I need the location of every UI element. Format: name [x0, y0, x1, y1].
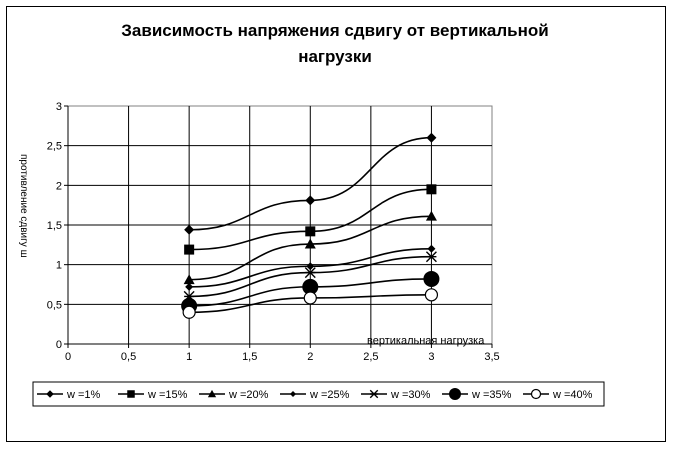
data-point-open-circle: [530, 388, 542, 400]
y-tick-label: 1,5: [47, 220, 62, 232]
data-point-diamond: [184, 224, 195, 235]
x-tick-label: 0,5: [121, 351, 136, 363]
data-point-square: [127, 390, 135, 398]
x-tick-label: 1,5: [242, 351, 257, 363]
legend-label: w =30%: [390, 389, 431, 401]
y-tick-label: 1: [56, 260, 62, 272]
data-point-triangle: [425, 210, 437, 221]
data-point-triangle: [304, 238, 316, 249]
legend-item: w =25%: [280, 389, 350, 401]
y-tick-label: 2: [56, 180, 62, 192]
x-tick-label: 1: [186, 351, 192, 363]
legend-label: w =20%: [228, 389, 269, 401]
legend-item: w =15%: [118, 389, 188, 401]
data-point-open-circle: [424, 288, 439, 302]
data-point-triangle: [207, 389, 217, 398]
x-tick-label: 3,5: [484, 351, 499, 363]
data-point-asterisk: [425, 251, 437, 263]
legend-label: w =1%: [66, 389, 101, 401]
data-point-square: [305, 226, 316, 237]
data-point-open-circle: [303, 291, 317, 305]
chart-title: Зависимость напряжения сдвигу от вертика…: [40, 18, 630, 70]
x-axis-label: вертикальная нагрузка: [367, 335, 485, 347]
data-point-open-circle: [182, 305, 196, 319]
data-point-diamond: [46, 390, 54, 398]
y-tick-label: 2,5: [47, 141, 62, 153]
data-point-small-diamond: [306, 262, 315, 271]
legend-label: w =40%: [552, 389, 593, 401]
x-tick-label: 2,5: [363, 351, 378, 363]
data-point-asterisk: [304, 267, 316, 279]
legend-item: w =30%: [361, 389, 431, 401]
data-point-circle: [449, 388, 461, 400]
legend-item: w =40%: [523, 388, 593, 401]
y-tick-labels: 0 0,5 1 1,5 2 2,5 3: [47, 101, 62, 351]
x-tick-label: 0: [65, 351, 71, 363]
y-tick-label: 0: [56, 339, 62, 351]
x-tick-labels: 0 0,5 1 1,5 2 2,5 3 3,5: [65, 351, 500, 363]
data-point-circle: [423, 270, 440, 287]
legend-item: w =35%: [442, 388, 512, 401]
chart-title-line: Зависимость напряжения сдвигу от вертика…: [121, 21, 549, 40]
gridlines: [64, 105, 493, 348]
y-tick-label: 3: [56, 101, 62, 113]
legend-label: w =15%: [147, 389, 188, 401]
data-point-small-diamond: [290, 391, 296, 397]
data-point-small-diamond: [185, 282, 194, 291]
data-point-asterisk: [369, 389, 379, 399]
chart-title-line: нагрузки: [298, 47, 372, 66]
x-tick-label: 3: [428, 351, 434, 363]
data-point-square: [184, 244, 195, 255]
data-point-triangle: [183, 274, 195, 285]
data-point-diamond: [426, 132, 437, 143]
legend-item: w =1%: [37, 389, 101, 401]
x-tick-label: 2: [307, 351, 313, 363]
legend-item: w =20%: [199, 389, 269, 401]
series-markers: [181, 132, 440, 319]
data-point-circle: [302, 278, 319, 295]
legend-label: w =35%: [471, 389, 512, 401]
legend-label: w =25%: [309, 389, 350, 401]
y-tick-label: 0,5: [47, 299, 62, 311]
y-axis-label: противление сдвигу ш: [18, 154, 29, 258]
data-point-square: [426, 184, 437, 195]
data-point-small-diamond: [427, 244, 436, 253]
data-point-diamond: [305, 195, 316, 206]
legend: w =1% w =15% w =20% w =25% w =30% w =35% w =40…: [37, 388, 593, 401]
